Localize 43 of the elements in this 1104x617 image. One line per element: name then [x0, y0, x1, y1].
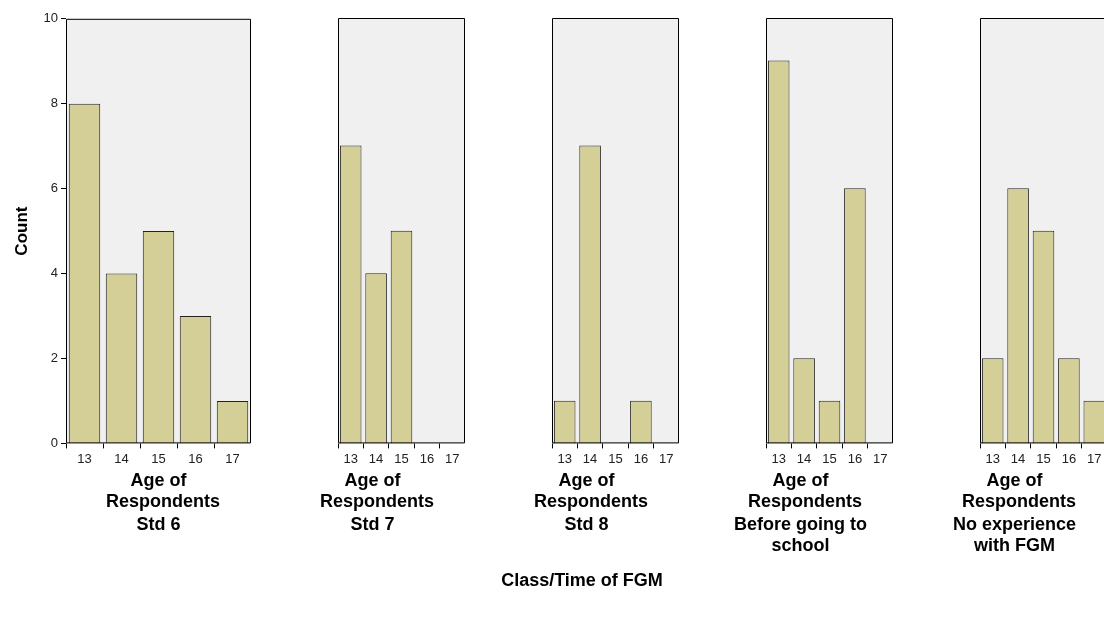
x-tick-label: 15: [151, 450, 166, 466]
x-tick-label: 16: [188, 450, 203, 466]
x-tick-label: 17: [225, 450, 240, 466]
y-tick-label: 8: [50, 95, 58, 111]
x-tick-label: 14: [1010, 450, 1026, 466]
x-tick-label: 17: [1087, 450, 1102, 466]
text: Std 7: [349, 514, 396, 535]
y-tick-label: 10: [43, 10, 58, 26]
x-tick-label: 14: [582, 450, 598, 466]
y-axis-title: Count: [11, 206, 31, 256]
text: No experience with FGM: [951, 514, 1078, 556]
y-tick-label: 6: [50, 180, 58, 196]
text: Std 6: [135, 514, 182, 535]
x-axis-title: Age of Respondents: [319, 470, 435, 512]
x-tick-label: 14: [114, 450, 129, 466]
x-tick-label: 16: [419, 450, 435, 466]
x-tick-label: 13: [771, 450, 786, 466]
x-tick-label: 15: [608, 450, 623, 466]
x-axis-title: Age of Respondents: [961, 470, 1077, 512]
x-tick-label: 15: [1036, 450, 1051, 466]
x-tick-label: 16: [1061, 450, 1077, 466]
x-tick-label: 17: [659, 450, 674, 466]
x-axis-title: Age of Respondents: [105, 470, 221, 512]
x-tick-label: 15: [822, 450, 837, 466]
text: Std 8: [563, 514, 610, 535]
x-tick-label: 16: [847, 450, 863, 466]
text: Before going to school: [733, 514, 868, 556]
x-tick-label: 14: [368, 450, 384, 466]
x-tick-label: 13: [985, 450, 1000, 466]
text: Class/Time of FGM: [500, 570, 664, 591]
x-axis-title: Age of Respondents: [747, 470, 863, 512]
x-tick-label: 13: [557, 450, 572, 466]
x-tick-label: 15: [394, 450, 409, 466]
x-tick-label: 13: [77, 450, 92, 466]
x-tick-label: 14: [796, 450, 812, 466]
x-tick-label: 16: [633, 450, 649, 466]
x-tick-label: 17: [445, 450, 460, 466]
y-tick-label: 4: [50, 265, 58, 281]
y-tick-label: 2: [50, 350, 58, 366]
y-tick-label: 0: [50, 434, 58, 450]
x-axis-title: Age of Respondents: [533, 470, 649, 512]
x-tick-label: 17: [873, 450, 888, 466]
x-tick-label: 13: [343, 450, 358, 466]
